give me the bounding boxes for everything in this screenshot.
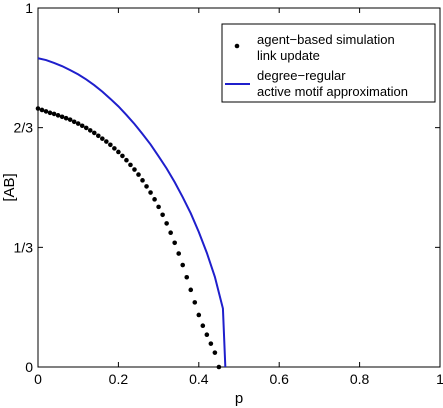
simulation-point [91,130,97,136]
x-tick-label: 0.8 [350,371,370,387]
simulation-point [51,111,57,117]
simulation-point [116,149,121,155]
simulation-point [200,323,206,329]
simulation-point [75,121,81,126]
legend-label-approximation-2: active motif approximation [257,84,408,99]
x-tick-label: 0.2 [109,371,129,387]
x-tick-label: 0.4 [189,371,209,387]
simulation-point [212,350,218,355]
simulation-point [216,364,222,370]
simulation-point [112,146,117,151]
x-tick-label: 0.6 [269,371,289,387]
legend-label-approximation-1: degree−regular [257,68,346,83]
ticks: 0 0.2 0.4 0.6 0.8 1 0 1/3 2/3 1 [14,0,443,387]
simulation-point [104,139,109,144]
x-tick-label: 1 [436,371,443,387]
simulation-point [172,240,177,246]
simulation-point [79,123,85,129]
simulation-point [108,142,113,148]
series-simulation [35,106,222,370]
x-tick-label: 0 [34,371,42,387]
legend-label-simulation-1: agent−based simulation [257,32,395,47]
simulation-point [87,128,93,133]
simulation-point [208,341,214,346]
simulation-point [96,133,101,139]
legend-box [221,23,436,103]
simulation-point [55,113,61,118]
simulation-point [63,115,69,121]
simulation-point [152,197,157,202]
y-tick-label: 1/3 [14,239,34,255]
simulation-point [148,190,153,195]
legend: agent−based simulation link update degre… [221,23,436,103]
series-approximation-line [37,57,227,368]
y-tick-label: 1 [25,0,33,16]
simulation-point [176,251,181,256]
simulation-point [184,274,190,280]
simulation-point [71,119,77,125]
simulation-point [132,167,137,172]
simulation-point [39,107,45,113]
simulation-point [164,221,169,226]
simulation-point [67,117,73,122]
simulation-point [188,287,194,293]
simulation-point [144,184,149,189]
simulation-point [136,172,141,177]
simulation-point [160,212,165,218]
simulation-point [47,110,53,116]
y-tick-label: 2/3 [14,120,34,136]
simulation-point [168,230,173,236]
simulation-point [128,162,133,168]
simulation-point [59,114,65,120]
y-axis-label: [AB] [1,173,18,201]
simulation-point [180,262,186,268]
simulation-point [35,106,41,111]
y-tick-label: 0 [25,359,33,375]
simulation-point [43,109,49,114]
simulation-point [140,178,145,183]
simulation-point [156,204,161,210]
simulation-point [124,157,129,163]
simulation-point [120,153,125,159]
x-axis-label: p [235,390,243,407]
simulation-point [100,136,105,141]
legend-label-simulation-2: link update [257,48,320,63]
simulation-point [196,312,202,318]
simulation-point [192,300,198,305]
simulation-point [83,125,89,131]
simulation-point [204,332,210,337]
legend-marker-simulation [234,43,240,49]
